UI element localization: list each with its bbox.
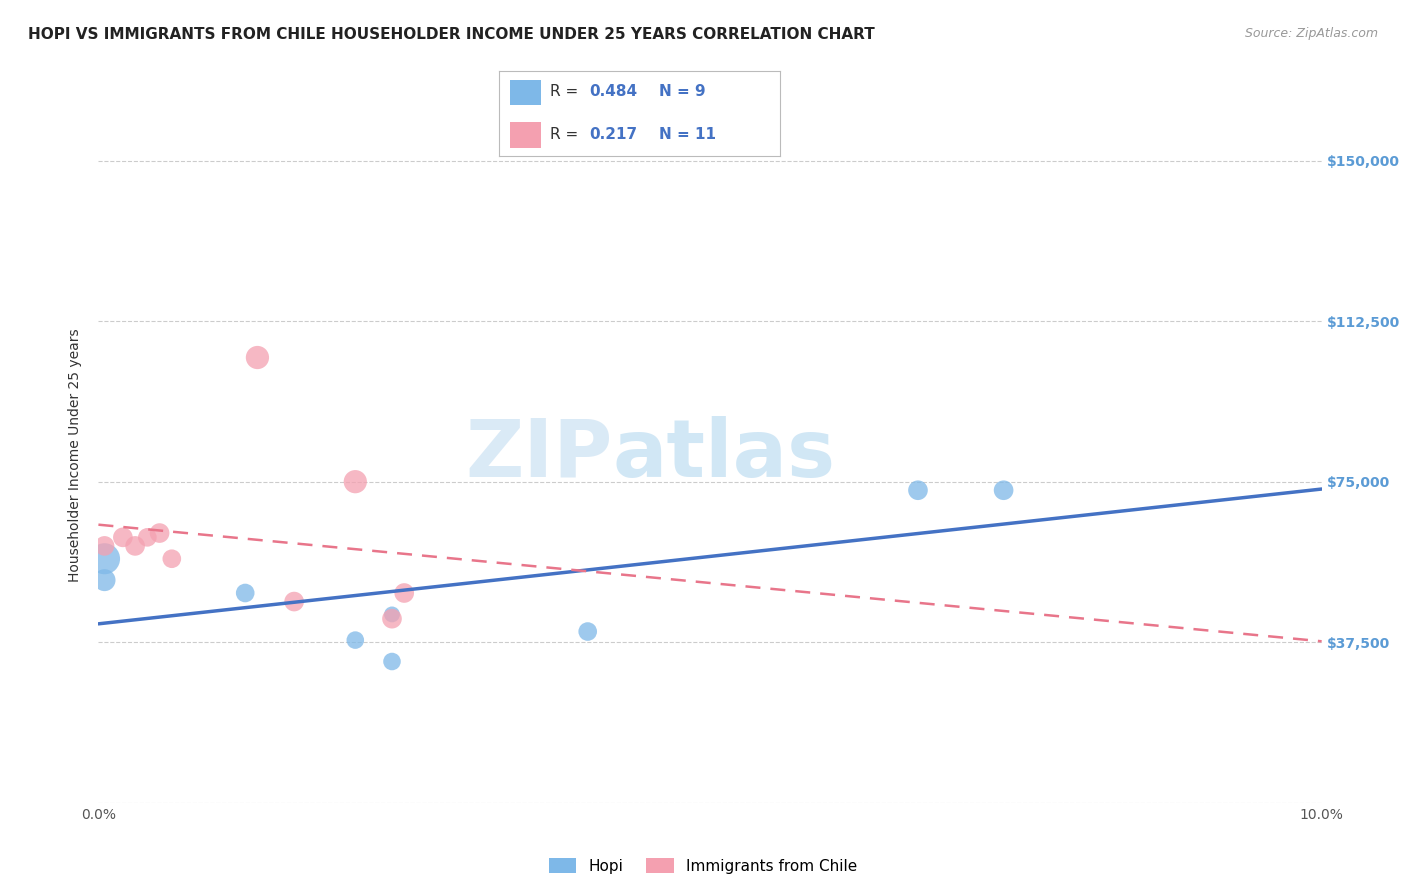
Point xyxy=(392,586,416,600)
Text: R =: R = xyxy=(550,127,583,142)
Text: 0.217: 0.217 xyxy=(589,127,637,142)
Point xyxy=(576,624,599,639)
Point xyxy=(93,551,115,566)
Point xyxy=(381,607,404,622)
Point xyxy=(344,633,367,648)
Text: N = 11: N = 11 xyxy=(659,127,717,142)
Text: atlas: atlas xyxy=(612,416,835,494)
Point xyxy=(93,573,115,587)
Text: HOPI VS IMMIGRANTS FROM CHILE HOUSEHOLDER INCOME UNDER 25 YEARS CORRELATION CHAR: HOPI VS IMMIGRANTS FROM CHILE HOUSEHOLDE… xyxy=(28,27,875,42)
Point xyxy=(160,551,183,566)
Point xyxy=(233,586,256,600)
Text: R =: R = xyxy=(550,84,583,99)
Point xyxy=(136,530,159,544)
Point xyxy=(381,612,404,626)
Point xyxy=(124,539,146,553)
Point xyxy=(93,539,115,553)
Point xyxy=(111,530,134,544)
Point xyxy=(381,655,404,669)
Text: N = 9: N = 9 xyxy=(659,84,706,99)
Legend: Hopi, Immigrants from Chile: Hopi, Immigrants from Chile xyxy=(543,852,863,880)
Text: Source: ZipAtlas.com: Source: ZipAtlas.com xyxy=(1244,27,1378,40)
Point xyxy=(149,526,172,541)
FancyBboxPatch shape xyxy=(510,122,541,147)
Point xyxy=(993,483,1015,498)
Text: 0.484: 0.484 xyxy=(589,84,637,99)
Point xyxy=(907,483,929,498)
Point xyxy=(283,594,305,608)
Y-axis label: Householder Income Under 25 years: Householder Income Under 25 years xyxy=(69,328,83,582)
FancyBboxPatch shape xyxy=(510,80,541,105)
Text: ZIP: ZIP xyxy=(465,416,612,494)
Point xyxy=(344,475,367,489)
Point xyxy=(246,351,269,365)
